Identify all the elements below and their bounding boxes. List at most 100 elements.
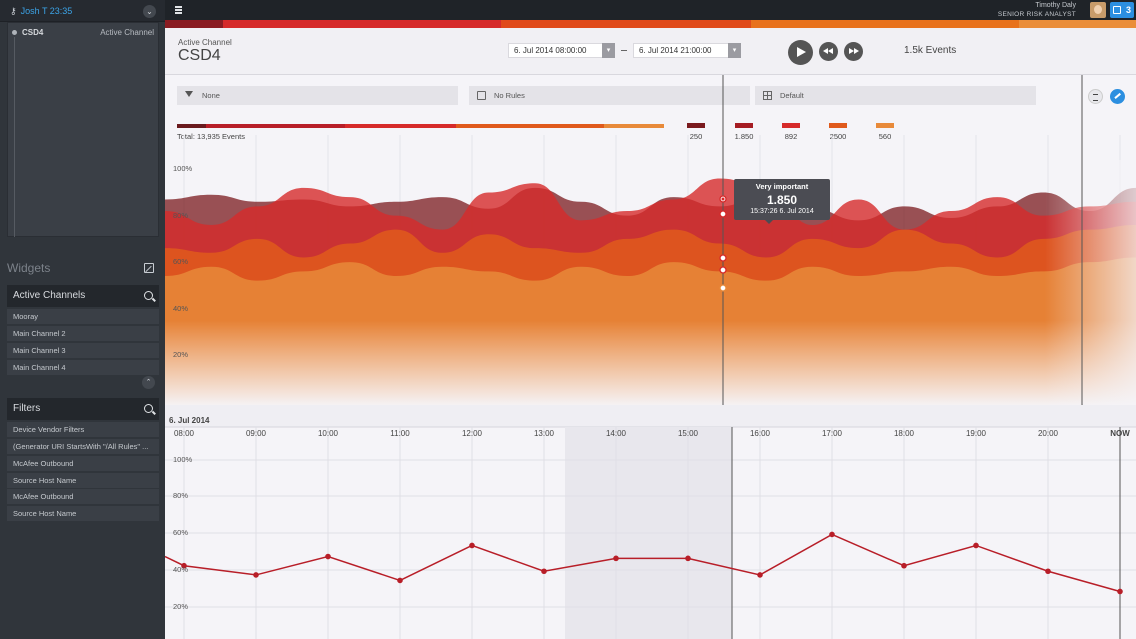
list-item[interactable]: McAfee Outbound	[7, 489, 159, 505]
start-datetime-field[interactable]: 6. Jul 2014 08:00:00 ▾	[508, 43, 615, 58]
tooltip-value: 1.850	[766, 193, 798, 207]
y-tick-label: 100%	[173, 455, 193, 464]
legend-swatch	[687, 123, 705, 128]
x-tick-label: 08:00	[173, 429, 195, 438]
chart-svg[interactable]	[165, 75, 1136, 639]
legend-swatch	[735, 123, 753, 128]
collapse-icon[interactable]: ⌄	[143, 5, 156, 18]
y-tick-label: 80%	[173, 211, 189, 220]
fade-overlay	[1045, 160, 1136, 407]
legend-swatch	[829, 123, 847, 128]
filter-dropdown[interactable]: None	[177, 86, 458, 105]
x-tick-label: 15:00	[677, 429, 699, 438]
legend-value: 2500	[829, 132, 847, 141]
data-point	[1117, 588, 1123, 595]
events-count: 1.5k Events	[904, 45, 957, 56]
avatar[interactable]	[1090, 2, 1106, 18]
legend-item[interactable]: 560	[870, 123, 900, 141]
range-dash	[621, 50, 627, 51]
user-line[interactable]: ⚷ Josh T 23:35	[10, 6, 72, 17]
legend-value: 560	[878, 132, 892, 141]
layout-value: Default	[780, 91, 804, 100]
legend-item[interactable]: 250	[681, 123, 711, 141]
total-bar	[177, 124, 664, 128]
list-item[interactable]: (Generator URI StartsWith "/All Rules" .…	[7, 439, 159, 455]
list-item[interactable]: McAfee Outbound	[7, 456, 159, 472]
active-channels-title: Active Channels	[13, 290, 86, 301]
list-item[interactable]: Source Host Name	[7, 473, 159, 489]
chevron-down-icon[interactable]: ▾	[602, 43, 615, 58]
end-datetime-field[interactable]: 6. Jul 2014 21:00:00 ▾	[633, 43, 741, 58]
chevron-down-icon[interactable]: ▾	[728, 43, 741, 58]
user-role: SENIOR RISK ANALYST	[997, 11, 1076, 18]
user-line-text: Josh T 23:35	[20, 6, 73, 16]
total-events: Total: 13,935 Events	[177, 132, 245, 141]
y-tick-label: 60%	[173, 528, 189, 537]
data-point	[613, 555, 619, 562]
data-point	[757, 572, 763, 578]
channel-name: CSD4	[22, 28, 44, 37]
rules-dropdown[interactable]: No Rules	[469, 86, 750, 105]
data-point	[541, 568, 547, 575]
data-point	[1045, 568, 1051, 575]
channel-header: Active Channel CSD4 6. Jul 2014 08:00:00…	[165, 28, 1136, 75]
y-tick-label: 80%	[173, 491, 189, 500]
x-tick-label: 19:00	[965, 429, 987, 438]
date-label: 6. Jul 2014	[169, 416, 210, 425]
list-item[interactable]: Source Host Name	[7, 506, 159, 522]
data-point	[325, 553, 331, 560]
chevron-up-icon[interactable]: ⌃	[142, 376, 155, 389]
list-item[interactable]: Main Channel 4	[7, 360, 159, 376]
list-item[interactable]: Device Vendor Filters	[7, 422, 159, 438]
y-tick-label: 20%	[173, 602, 189, 611]
filters-title: Filters	[13, 403, 41, 414]
notification-button[interactable]: 3	[1110, 2, 1134, 18]
key-icon: ⚷	[10, 6, 17, 16]
edit-icon[interactable]	[144, 263, 154, 273]
legend-item[interactable]: 2500	[823, 123, 853, 141]
page-title: CSD4	[178, 47, 221, 64]
legend-item[interactable]: 1.850	[729, 123, 759, 141]
play-button[interactable]	[788, 40, 813, 65]
x-tick-label: 10:00	[317, 429, 339, 438]
funnel-icon	[185, 91, 193, 97]
menu-icon[interactable]	[175, 6, 182, 14]
cursor-marker	[721, 197, 725, 201]
list-item[interactable]: Mooray	[7, 309, 159, 325]
cursor-marker	[719, 254, 727, 262]
data-point	[397, 577, 403, 584]
tooltip-title: Very important	[755, 182, 809, 191]
layout-dropdown[interactable]: Default	[755, 86, 1036, 105]
search-icon[interactable]	[144, 404, 153, 413]
x-tick-label: 12:00	[461, 429, 483, 438]
dot-icon	[12, 30, 17, 35]
filters-header: Filters	[7, 398, 159, 420]
legend-swatch	[876, 123, 894, 128]
legend-value: 892	[784, 132, 798, 141]
rules-value: No Rules	[494, 91, 525, 100]
data-point	[685, 555, 691, 562]
sidebar-header: ⚷ Josh T 23:35 ⌄	[0, 0, 165, 22]
channel-row[interactable]: CSD4 Active Channel	[8, 27, 158, 39]
data-point	[469, 542, 475, 549]
x-tick-label: 09:00	[245, 429, 267, 438]
inbox-icon	[1113, 6, 1121, 14]
user-name[interactable]: Timothy Daly	[1035, 2, 1076, 9]
data-point	[181, 562, 187, 569]
x-tick-label: 16:00	[749, 429, 771, 438]
x-tick-label: 18:00	[893, 429, 915, 438]
legend-value: 1.850	[734, 132, 754, 141]
legend-item[interactable]: 892	[776, 123, 806, 141]
tree-line	[14, 37, 15, 237]
list-view-button[interactable]	[1088, 89, 1103, 104]
channel-panel: CSD4 Active Channel	[7, 22, 159, 237]
x-tick-label: 17:00	[821, 429, 843, 438]
search-icon[interactable]	[144, 291, 153, 300]
widgets-title: Widgets	[7, 261, 51, 275]
rewind-button[interactable]	[819, 42, 838, 61]
list-item[interactable]: Main Channel 3	[7, 343, 159, 359]
list-item[interactable]: Main Channel 2	[7, 326, 159, 342]
fast-forward-button[interactable]	[844, 42, 863, 61]
x-tick-label: NOW	[1110, 429, 1130, 438]
share-button[interactable]	[1110, 89, 1125, 104]
